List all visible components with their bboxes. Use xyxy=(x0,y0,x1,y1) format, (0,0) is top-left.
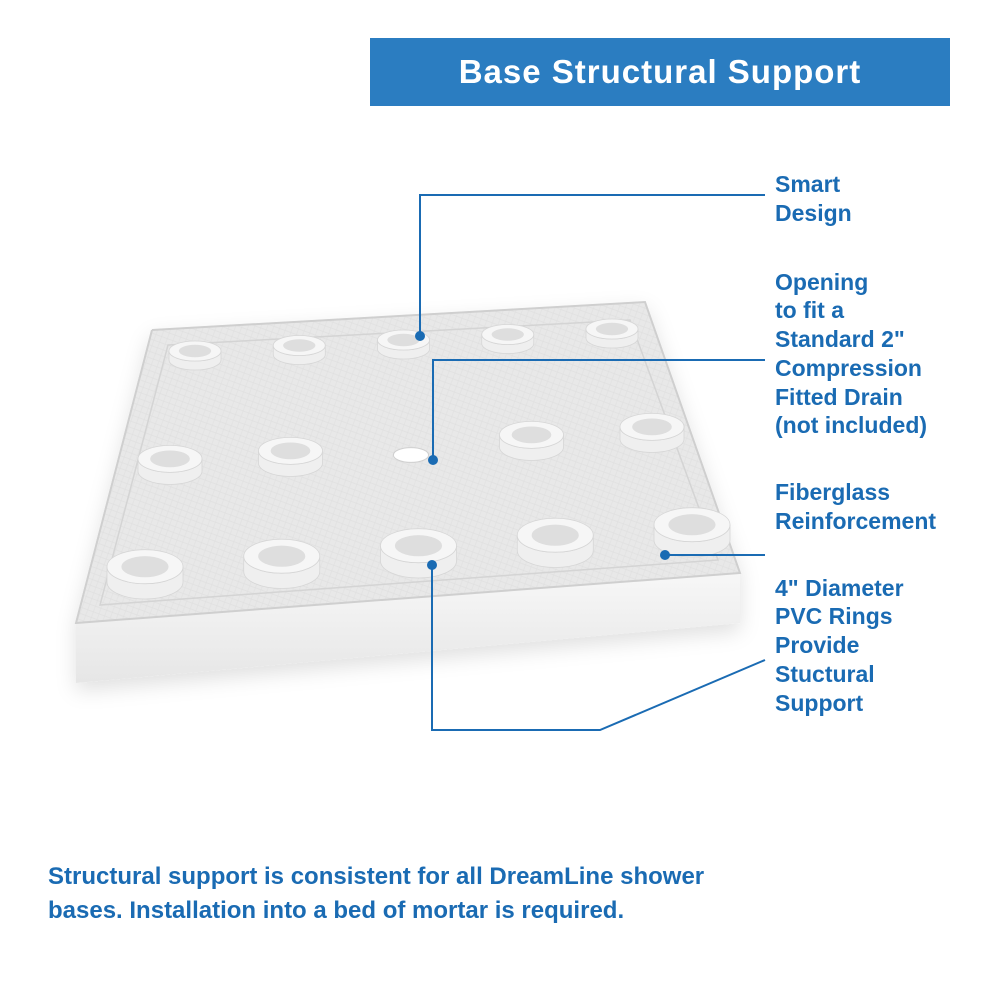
leader-dot-smart-design xyxy=(415,331,425,341)
pvc-ring xyxy=(259,437,323,476)
callout-drain-opening: Openingto fit aStandard 2"CompressionFit… xyxy=(775,268,980,441)
callout-list: SmartDesign Openingto fit aStandard 2"Co… xyxy=(775,170,980,757)
pvc-ring xyxy=(482,325,534,354)
pvc-ring xyxy=(169,341,221,370)
leader-dot-fiberglass xyxy=(660,550,670,560)
leader-dot-pvc-rings xyxy=(427,560,437,570)
pvc-ring xyxy=(381,529,457,578)
pvc-ring xyxy=(273,336,325,365)
callout-fiberglass: FiberglassReinforcement xyxy=(775,478,980,536)
callout-pvc-rings: 4" DiameterPVC RingsProvideStucturalSupp… xyxy=(775,574,980,718)
pvc-ring xyxy=(244,539,320,588)
pvc-ring xyxy=(517,518,593,567)
footnote-text: Structural support is consistent for all… xyxy=(48,860,748,927)
callout-smart-design: SmartDesign xyxy=(775,170,980,228)
pvc-ring xyxy=(620,413,684,452)
pvc-ring xyxy=(500,421,564,460)
drain-opening xyxy=(393,448,428,463)
pvc-ring xyxy=(586,319,638,348)
pvc-ring xyxy=(138,445,202,484)
pvc-ring xyxy=(654,508,730,557)
leader-dot-drain-opening xyxy=(428,455,438,465)
pvc-ring xyxy=(107,550,183,599)
